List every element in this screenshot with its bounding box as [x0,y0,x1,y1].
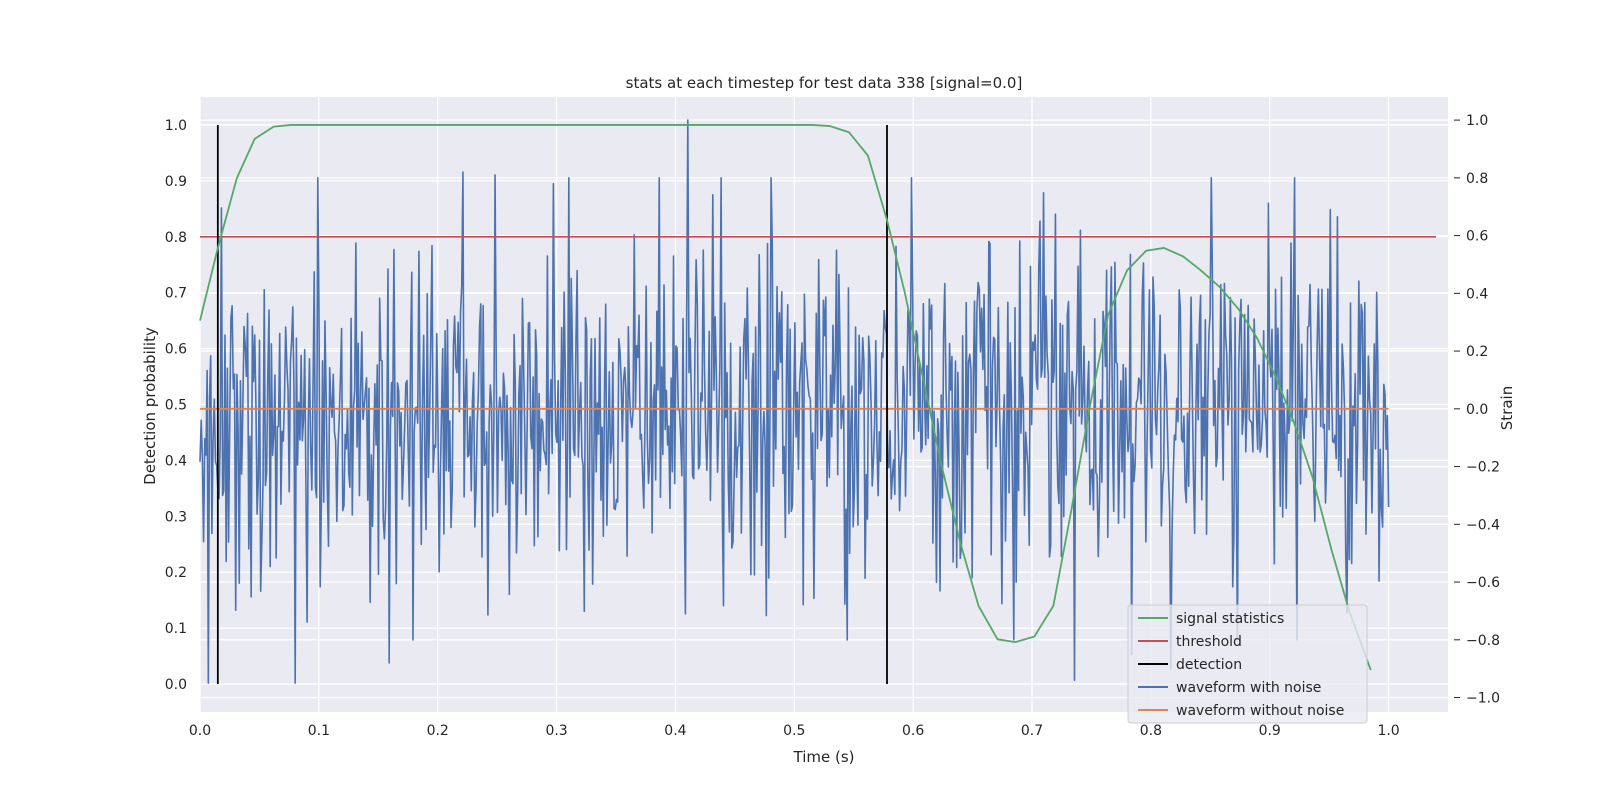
y-tick-label-left: 0.9 [165,174,187,190]
y-tick-label-right: −0.8 [1466,633,1500,649]
y-tick-label-left: 0.8 [165,230,187,246]
y-axis-label-right: Strain [1498,386,1516,430]
y-tick-label-right: 0.6 [1466,229,1488,245]
x-tick-label: 0.9 [1259,723,1281,739]
y-tick-label-right: 1.0 [1466,113,1488,129]
legend: signal statistics threshold detection wa… [1127,604,1368,724]
y-tick-labels-left: 0.0 0.1 0.2 0.3 0.4 0.5 0.6 0.7 0.8 0.9 1.0 [165,118,187,693]
y-tick-label-right: −1.0 [1466,691,1500,707]
legend-label-threshold: threshold [1176,634,1242,650]
x-axis-label: Time (s) [793,748,855,766]
legend-label-waveform-without-noise: waveform without noise [1176,703,1344,719]
y-tick-label-left: 0.0 [165,677,187,693]
legend-label-waveform-with-noise: waveform with noise [1176,680,1321,696]
y-tick-label-left: 0.5 [165,398,187,414]
y-tick-label-left: 0.6 [165,342,187,358]
x-tick-label: 0.8 [1140,723,1162,739]
legend-label-detection: detection [1176,657,1242,673]
x-tick-label: 0.4 [664,723,686,739]
x-tick-label: 0.1 [308,723,330,739]
legend-label-signal-statistics: signal statistics [1176,611,1284,627]
legend-box [1127,604,1368,724]
x-tick-label: 0.6 [902,723,924,739]
y-tick-label-left: 1.0 [165,118,187,134]
chart-title: stats at each timestep for test data 338… [626,74,1023,92]
y-tick-label-left: 0.4 [165,453,187,469]
y-axis-label-left: Detection probability [141,327,159,485]
y-tick-label-left: 0.2 [165,565,187,581]
x-tick-label: 0.3 [545,723,567,739]
x-tick-labels: 0.0 0.1 0.2 0.3 0.4 0.5 0.6 0.7 0.8 0.9 1.0 [189,723,1400,739]
y-tick-label-left: 0.1 [165,621,187,637]
y-tick-label-right: 0.0 [1466,402,1488,418]
x-tick-label: 0.0 [189,723,211,739]
y-tick-label-left: 0.3 [165,509,187,525]
series-signal-statistics [199,124,1372,671]
y-tick-labels-right: −1.0 −0.8 −0.6 −0.4 −0.2 0.0 0.2 0.4 0.6 0.8 1.0 [1454,113,1500,707]
y-tick-label-right: −0.6 [1466,575,1500,591]
y-tick-label-right: −0.2 [1466,460,1500,476]
y-tick-label-right: −0.4 [1466,517,1500,533]
series-layer [199,119,1437,685]
y-tick-label-right: 0.4 [1466,286,1488,302]
x-tick-label: 0.2 [427,723,449,739]
y-tick-label-right: 0.8 [1466,171,1488,187]
series-waveform-with-noise [199,119,1390,684]
x-tick-label: 1.0 [1377,723,1399,739]
x-tick-label: 0.5 [783,723,805,739]
y-tick-label-right: 0.2 [1466,344,1488,360]
y-tick-label-left: 0.7 [165,286,187,302]
x-tick-label: 0.7 [1021,723,1043,739]
